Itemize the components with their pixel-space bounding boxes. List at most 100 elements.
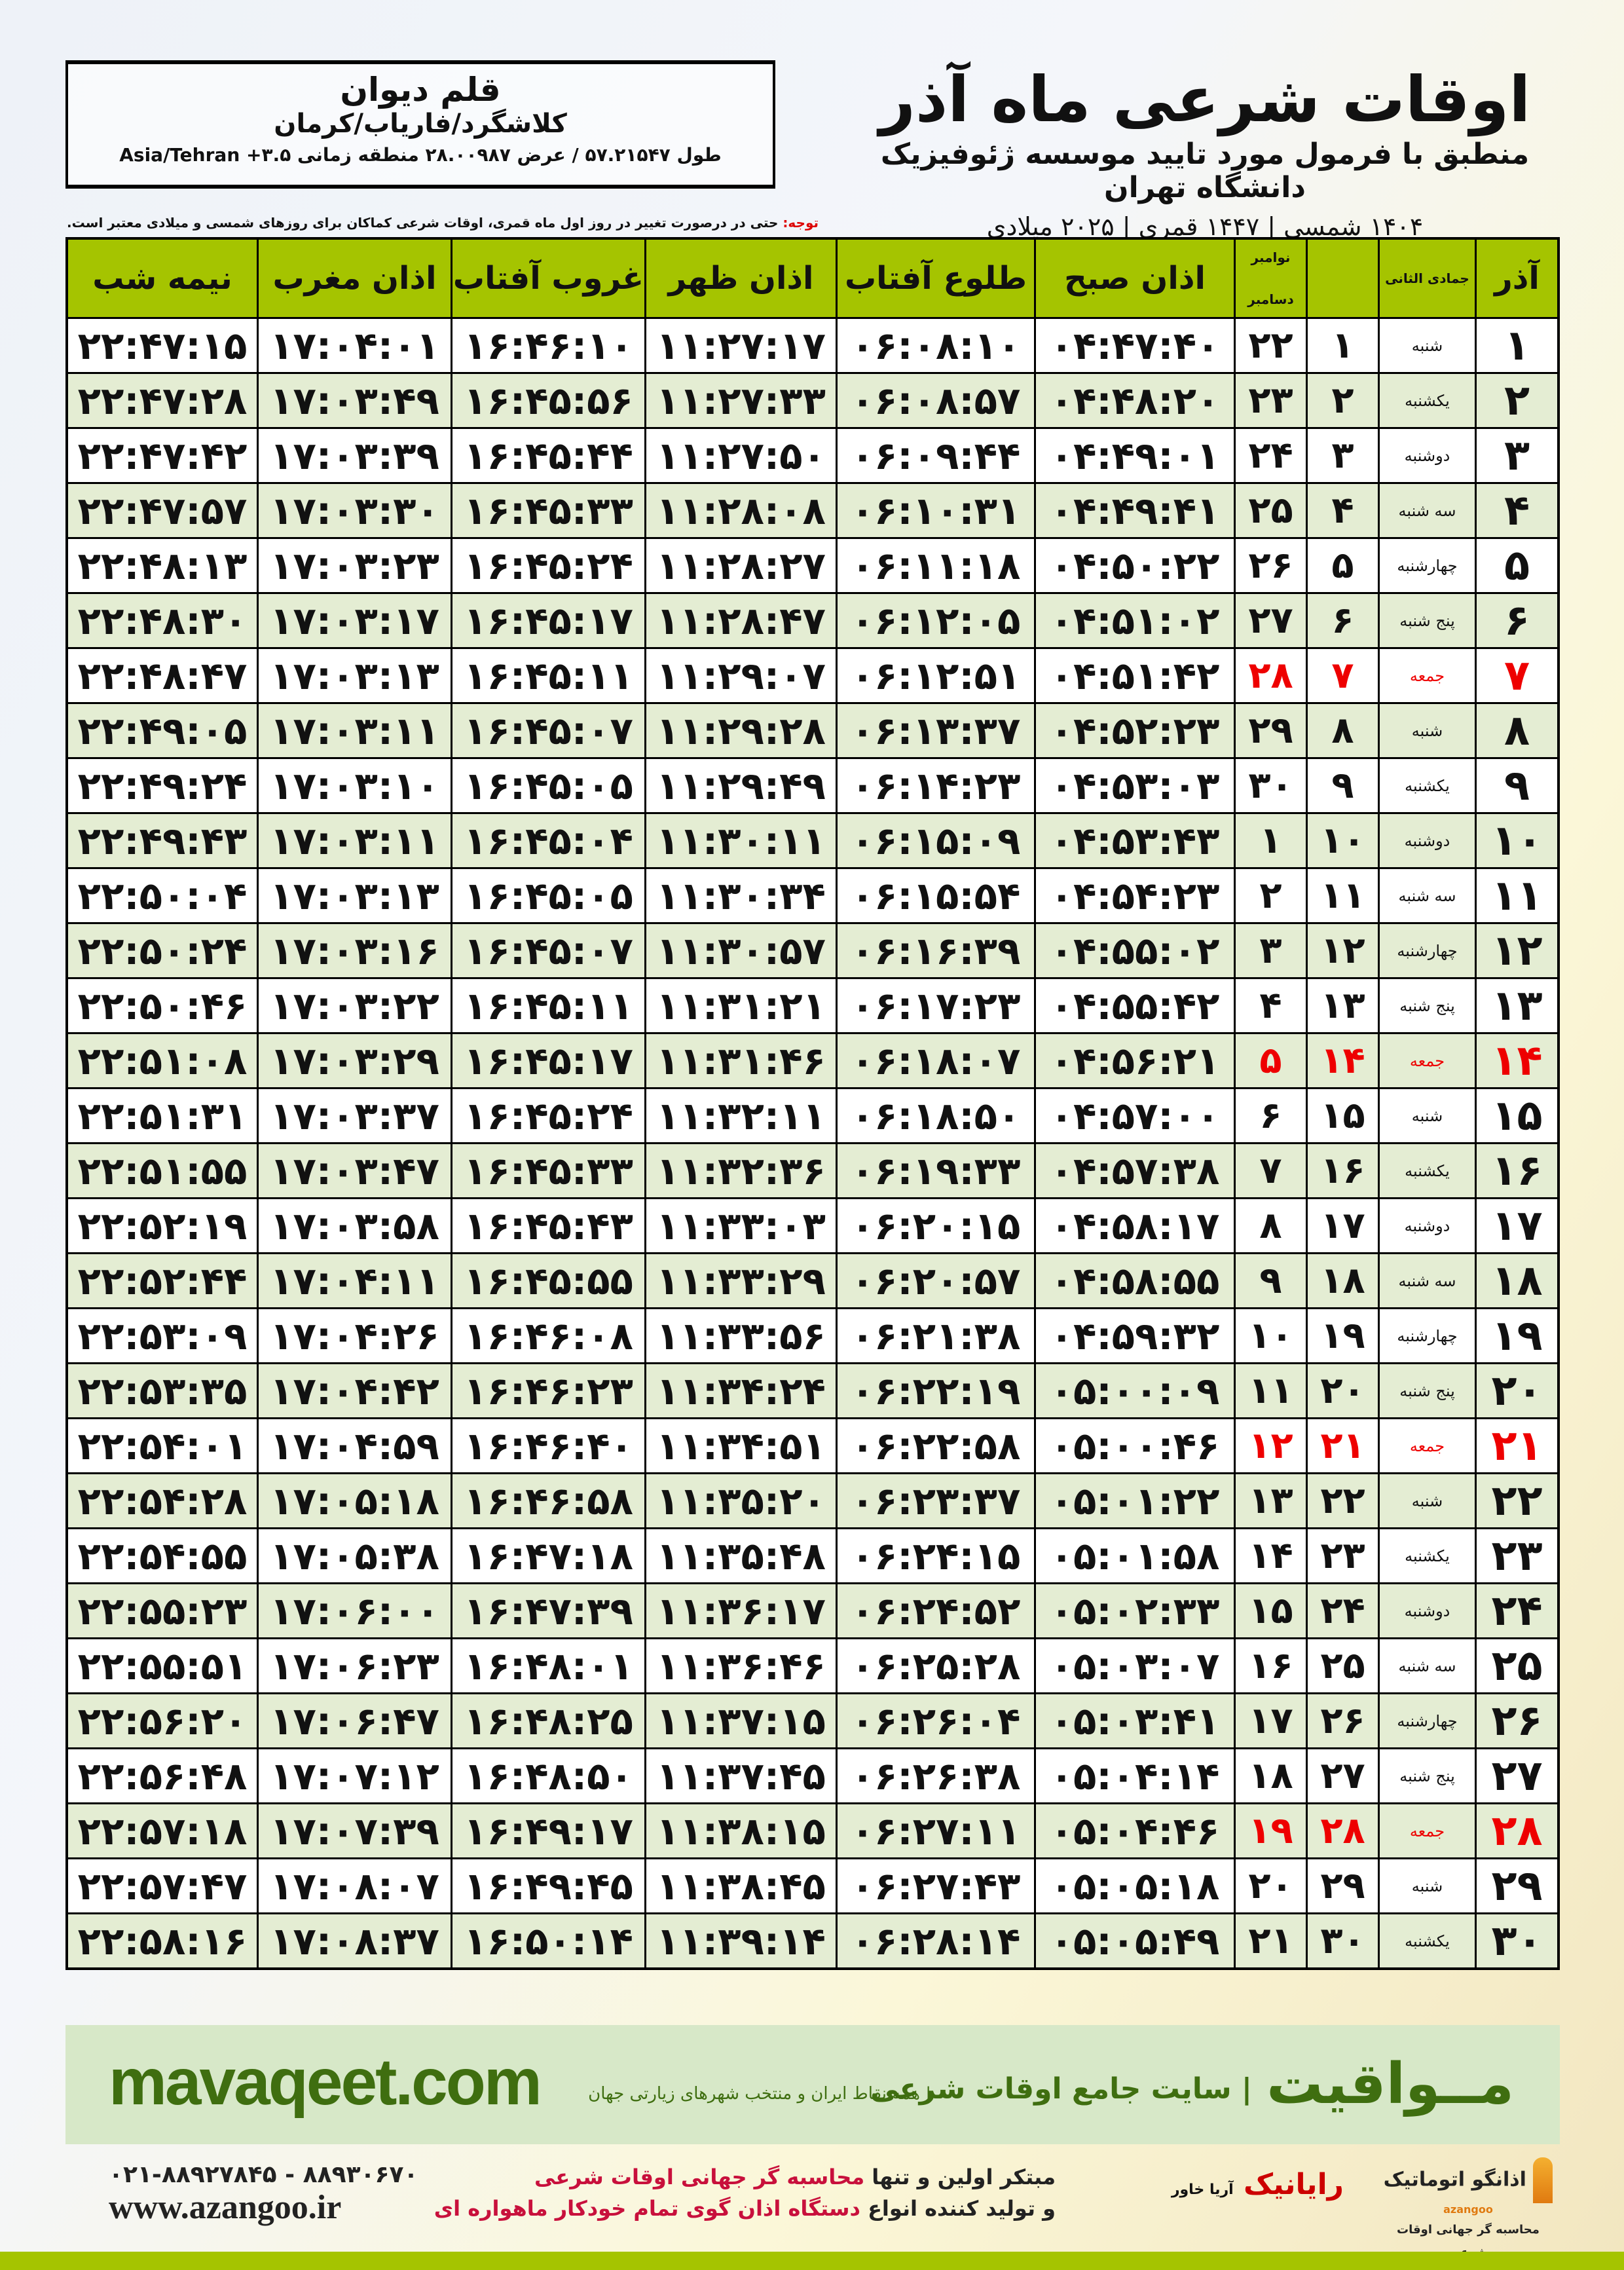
gregorian-day: ۱۸: [1234, 1749, 1306, 1802]
sunset-time: ۱۶:۴۵:۴۳: [451, 1199, 644, 1252]
table-row: ۱۱ سه شنبه ۱۱ ۲ ۰۴:۵۴:۲۳ ۰۶:۱۵:۵۴ ۱۱:۳۰:۳۴ ۱۶:۴…: [68, 867, 1557, 922]
mavaqeet-banner[interactable]: مــواقیت | سایت جامع اوقات شرعی | همه نق…: [65, 2025, 1560, 2144]
table-row: ۷ جمعه ۷ ۲۸ ۰۴:۵۱:۴۲ ۰۶:۱۲:۵۱ ۱۱:۲۹:۰۷ ۱۶:۴۵:۱۱…: [68, 647, 1557, 702]
gregorian-day: ۱۶: [1234, 1639, 1306, 1692]
weekday: شنبه: [1378, 704, 1475, 757]
dhuhr-time: ۱۱:۲۷:۳۳: [644, 374, 836, 427]
table-row: ۶ پنج شنبه ۶ ۲۷ ۰۴:۵۱:۰۲ ۰۶:۱۲:۰۵ ۱۱:۲۸:۴۷ ۱۶:۴…: [68, 592, 1557, 647]
fajr-time: ۰۵:۰۱:۵۸: [1034, 1529, 1234, 1582]
qamari-day: ۲۴: [1306, 1584, 1378, 1637]
maghrib-time: ۱۷:۰۳:۴۹: [257, 374, 451, 427]
fajr-time: ۰۵:۰۵:۱۸: [1034, 1859, 1234, 1912]
table-row: ۱ شنبه ۱ ۲۲ ۰۴:۴۷:۴۰ ۰۶:۰۸:۱۰ ۱۱:۲۷:۱۷ ۱۶:۴۶:۱۰…: [68, 317, 1557, 372]
midnight-time: ۲۲:۴۹:۲۴: [77, 763, 248, 808]
weekday: جمعه: [1378, 1034, 1475, 1087]
maghrib-time: ۱۷:۰۳:۲۲: [257, 979, 451, 1032]
midnight-time: ۲۲:۴۹:۰۵: [77, 708, 248, 753]
col-midnight: نیمه شب: [92, 260, 232, 297]
logo2-text: رایانیک: [1244, 2168, 1344, 2201]
fajr-time: ۰۵:۰۴:۴۶: [1034, 1804, 1234, 1857]
region-name: کلاشگرد/فاریاب/کرمان: [274, 109, 567, 139]
sunrise-time: ۰۶:۱۲:۵۱: [836, 649, 1034, 702]
gregorian-day: ۵: [1234, 1034, 1306, 1087]
midnight-time: ۲۲:۵۲:۱۹: [77, 1203, 248, 1248]
gregorian-day: ۲۰: [1234, 1859, 1306, 1912]
table-row: ۱۰ دوشنبه ۱۰ ۱ ۰۴:۵۳:۴۳ ۰۶:۱۵:۰۹ ۱۱:۳۰:۱۱ ۱۶:۴۵…: [68, 812, 1557, 867]
col-qamari-spacer: [1306, 240, 1378, 317]
qamari-day: ۱: [1306, 319, 1378, 372]
maghrib-time: ۱۷:۰۳:۵۸: [257, 1199, 451, 1252]
azar-day: ۶: [1475, 594, 1557, 647]
fajr-time: ۰۵:۰۲:۳۳: [1034, 1584, 1234, 1637]
azar-day: ۵: [1475, 539, 1557, 592]
midnight-time: ۲۲:۵۶:۴۸: [77, 1753, 248, 1798]
dhuhr-time: ۱۱:۳۳:۵۶: [644, 1309, 836, 1362]
site-url[interactable]: mavaqeet.com: [109, 2045, 542, 2119]
sunrise-time: ۰۶:۲۰:۱۵: [836, 1199, 1034, 1252]
sunrise-time: ۰۶:۲۴:۵۲: [836, 1584, 1034, 1637]
table-row: ۴ سه شنبه ۴ ۲۵ ۰۴:۴۹:۴۱ ۰۶:۱۰:۳۱ ۱۱:۲۸:۰۸ ۱۶:۴۵…: [68, 482, 1557, 537]
prayer-times-table: آذر جمادی الثانی نوامبر دسامبر اذان صبح ط…: [65, 237, 1560, 1970]
sunset-time: ۱۶:۴۷:۱۸: [451, 1529, 644, 1582]
fajr-time: ۰۴:۵۰:۲۲: [1034, 539, 1234, 592]
note: توجه: حتی در درصورت تغییر در روز اول ماه…: [65, 215, 819, 231]
sunset-time: ۱۶:۴۸:۵۰: [451, 1749, 644, 1802]
gregorian-day: ۱۱: [1234, 1364, 1306, 1417]
city-name: قلم دیوان: [340, 71, 501, 109]
location-box: قلم دیوان کلاشگرد/فاریاب/کرمان طول ۵۷.۲۱…: [65, 60, 775, 189]
dhuhr-time: ۱۱:۲۷:۱۷: [644, 319, 836, 372]
dhuhr-time: ۱۱:۳۴:۵۱: [644, 1419, 836, 1472]
fajr-time: ۰۴:۴۹:۰۱: [1034, 429, 1234, 482]
dhuhr-time: ۱۱:۲۷:۵۰: [644, 429, 836, 482]
midnight-time: ۲۲:۵۳:۳۵: [77, 1368, 248, 1413]
midnight-time: ۲۲:۵۵:۲۳: [77, 1588, 248, 1633]
weekday: شنبه: [1378, 319, 1475, 372]
azar-day: ۲۵: [1475, 1639, 1557, 1692]
table-row: ۲۵ سه شنبه ۲۵ ۱۶ ۰۵:۰۳:۰۷ ۰۶:۲۵:۲۸ ۱۱:۳۶:۴۶ ۱۶:…: [68, 1637, 1557, 1692]
table-row: ۲۳ یکشنبه ۲۳ ۱۴ ۰۵:۰۱:۵۸ ۰۶:۲۴:۱۵ ۱۱:۳۵:۴۸ ۱۶:۴…: [68, 1527, 1557, 1582]
phone-numbers: ۰۲۱-۸۸۹۲۷۸۴۵ - ۸۸۹۳۰۶۷۰: [109, 2161, 418, 2188]
midnight-time: ۲۲:۴۷:۲۸: [77, 378, 248, 423]
weekday: یکشنبه: [1378, 1529, 1475, 1582]
weekday: سه شنبه: [1378, 1639, 1475, 1692]
website-link[interactable]: www.azangoo.ir: [109, 2189, 342, 2226]
weekday: سه شنبه: [1378, 1254, 1475, 1307]
fajr-time: ۰۴:۵۸:۵۵: [1034, 1254, 1234, 1307]
dhuhr-time: ۱۱:۳۸:۴۵: [644, 1859, 836, 1912]
sunset-time: ۱۶:۴۹:۱۷: [451, 1804, 644, 1857]
azar-day: ۲۳: [1475, 1529, 1557, 1582]
table-row: ۲۹ شنبه ۲۹ ۲۰ ۰۵:۰۵:۱۸ ۰۶:۲۷:۴۳ ۱۱:۳۸:۴۵ ۱۶:۴۹:…: [68, 1857, 1557, 1912]
logo2-sub: آریا خاور: [1171, 2182, 1234, 2198]
gregorian-day: ۱۹: [1234, 1804, 1306, 1857]
weekday: پنج شنبه: [1378, 594, 1475, 647]
sunrise-time: ۰۶:۲۷:۴۳: [836, 1859, 1034, 1912]
fajr-time: ۰۴:۵۹:۳۲: [1034, 1309, 1234, 1362]
dhuhr-time: ۱۱:۳۸:۱۵: [644, 1804, 836, 1857]
dhuhr-time: ۱۱:۳۹:۱۴: [644, 1914, 836, 1967]
fajr-time: ۰۴:۵۱:۴۲: [1034, 649, 1234, 702]
table-row: ۲۴ دوشنبه ۲۴ ۱۵ ۰۵:۰۲:۳۳ ۰۶:۲۴:۵۲ ۱۱:۳۶:۱۷ ۱۶:۴…: [68, 1582, 1557, 1637]
azar-day: ۲۷: [1475, 1749, 1557, 1802]
gregorian-day: ۱۰: [1234, 1309, 1306, 1362]
azar-day: ۱۳: [1475, 979, 1557, 1032]
fajr-time: ۰۵:۰۴:۱۴: [1034, 1749, 1234, 1802]
sunrise-time: ۰۶:۲۴:۱۵: [836, 1529, 1034, 1582]
azar-day: ۲۴: [1475, 1584, 1557, 1637]
gregorian-day: ۲۴: [1234, 429, 1306, 482]
azar-day: ۱۹: [1475, 1309, 1557, 1362]
qamari-day: ۱۶: [1306, 1144, 1378, 1197]
bottom-bar: [0, 2252, 1624, 2270]
minaret-icon: [1533, 2157, 1553, 2203]
sunrise-time: ۰۶:۱۶:۳۹: [836, 924, 1034, 977]
greg-top: نوامبر: [1251, 250, 1291, 265]
fajr-time: ۰۴:۵۵:۰۲: [1034, 924, 1234, 977]
maghrib-time: ۱۷:۰۷:۳۹: [257, 1804, 451, 1857]
table-row: ۲ یکشنبه ۲ ۲۳ ۰۴:۴۸:۲۰ ۰۶:۰۸:۵۷ ۱۱:۲۷:۳۳ ۱۶:۴۵:…: [68, 372, 1557, 427]
midnight-time: ۲۲:۵۱:۵۵: [77, 1148, 248, 1193]
azar-day: ۷: [1475, 649, 1557, 702]
sunrise-time: ۰۶:۲۱:۳۸: [836, 1309, 1034, 1362]
table-row: ۲۰ پنج شنبه ۲۰ ۱۱ ۰۵:۰۰:۰۹ ۰۶:۲۲:۱۹ ۱۱:۳۴:۲۴ ۱۶…: [68, 1362, 1557, 1417]
qamari-day: ۱۷: [1306, 1199, 1378, 1252]
coordinates: طول ۵۷.۲۱۵۴۷ / عرض ۲۸.۰۰۹۸۷ منطقه زمانی …: [119, 144, 722, 166]
midnight-time: ۲۲:۵۴:۰۱: [77, 1423, 248, 1468]
